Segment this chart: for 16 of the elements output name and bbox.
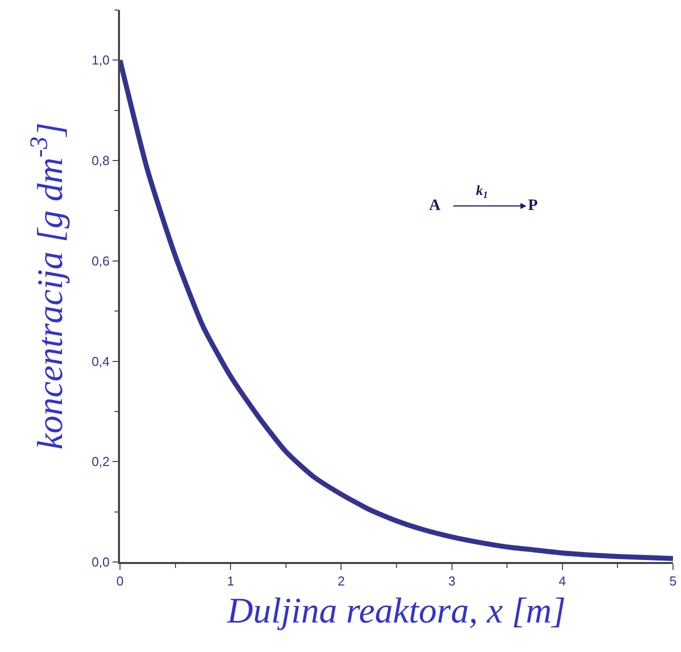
x-axis-title: Duljina reaktora, x [m] xyxy=(226,590,566,631)
annotation: k$_{1}$ xyxy=(476,184,488,201)
x-tick-label: 5 xyxy=(669,573,677,588)
y-tick-label: 0,0 xyxy=(92,554,110,570)
y-tick-label: 0,4 xyxy=(92,354,110,369)
y-tick-label: 0,2 xyxy=(92,454,110,470)
annotation: A xyxy=(429,197,441,214)
annotation: P xyxy=(528,197,538,214)
x-tick-label: 0 xyxy=(116,573,124,588)
x-tick-label: 4 xyxy=(558,573,566,588)
y-tick-label: 1,0 xyxy=(92,52,110,68)
x-tick-label: 2 xyxy=(338,573,345,588)
y-tick-label: 0,8 xyxy=(92,153,110,168)
x-tick-label: 1 xyxy=(226,573,234,588)
x-tick-label: 3 xyxy=(448,573,456,588)
y-tick-label: 0,6 xyxy=(92,253,110,268)
